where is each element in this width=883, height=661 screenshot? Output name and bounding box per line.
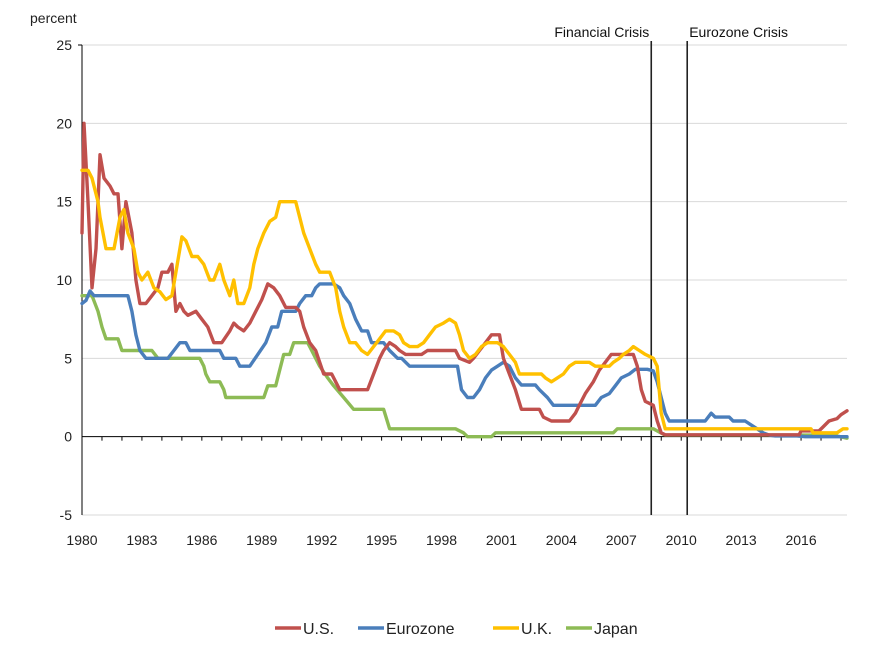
crisis-label-1: Eurozone Crisis: [689, 24, 788, 40]
y-tick-label: 5: [64, 350, 72, 366]
series-line-u-s: [80, 121, 849, 437]
x-tick-label: 1983: [126, 532, 157, 548]
legend-label: Eurozone: [386, 621, 455, 638]
y-tick-label: 15: [56, 194, 72, 210]
x-tick-labels: 1980 1983 1986 1989 1992 1995 1998 2001 2004 2007…: [66, 532, 816, 548]
crisis-label-0: Financial Crisis: [554, 24, 649, 40]
annotations: Financial Crisis Eurozone Crisis: [554, 24, 788, 40]
x-tick-label: 2004: [546, 532, 577, 548]
y-tick-label: 25: [56, 37, 72, 53]
series-lines: [80, 121, 849, 440]
legend-label: U.K.: [521, 621, 552, 638]
x-tick-label: 2016: [785, 532, 816, 548]
legend-label: U.S.: [303, 621, 334, 638]
y-tick-label: 10: [56, 272, 72, 288]
x-tick-label: 2010: [666, 532, 697, 548]
y-tick-label: -5: [60, 507, 73, 523]
series-line-u-k: [80, 168, 849, 435]
y-tick-label: 0: [64, 429, 72, 445]
series-line-japan: [80, 294, 849, 440]
gridlines: [82, 44, 847, 516]
series-line-eurozone: [80, 282, 849, 439]
x-tick-label: 1992: [306, 532, 337, 548]
x-tick-label: 2001: [486, 532, 517, 548]
y-axis-label: percent: [30, 10, 77, 26]
x-tick-label: 1998: [426, 532, 457, 548]
x-tick-label: 1995: [366, 532, 397, 548]
x-tick-label: 1989: [246, 532, 277, 548]
crisis-markers: [650, 41, 689, 515]
x-tick-label: 1980: [66, 532, 97, 548]
legend-label: Japan: [594, 621, 638, 638]
x-tick-label: 2007: [606, 532, 637, 548]
x-tick-label: 1986: [186, 532, 217, 548]
y-tick-label: 20: [56, 115, 72, 131]
y-tick-labels: -5 0 5 10 15 20 25: [56, 37, 72, 523]
legend: U.S. Eurozone U.K. Japan: [275, 621, 638, 638]
x-tick-label: 2013: [726, 532, 757, 548]
